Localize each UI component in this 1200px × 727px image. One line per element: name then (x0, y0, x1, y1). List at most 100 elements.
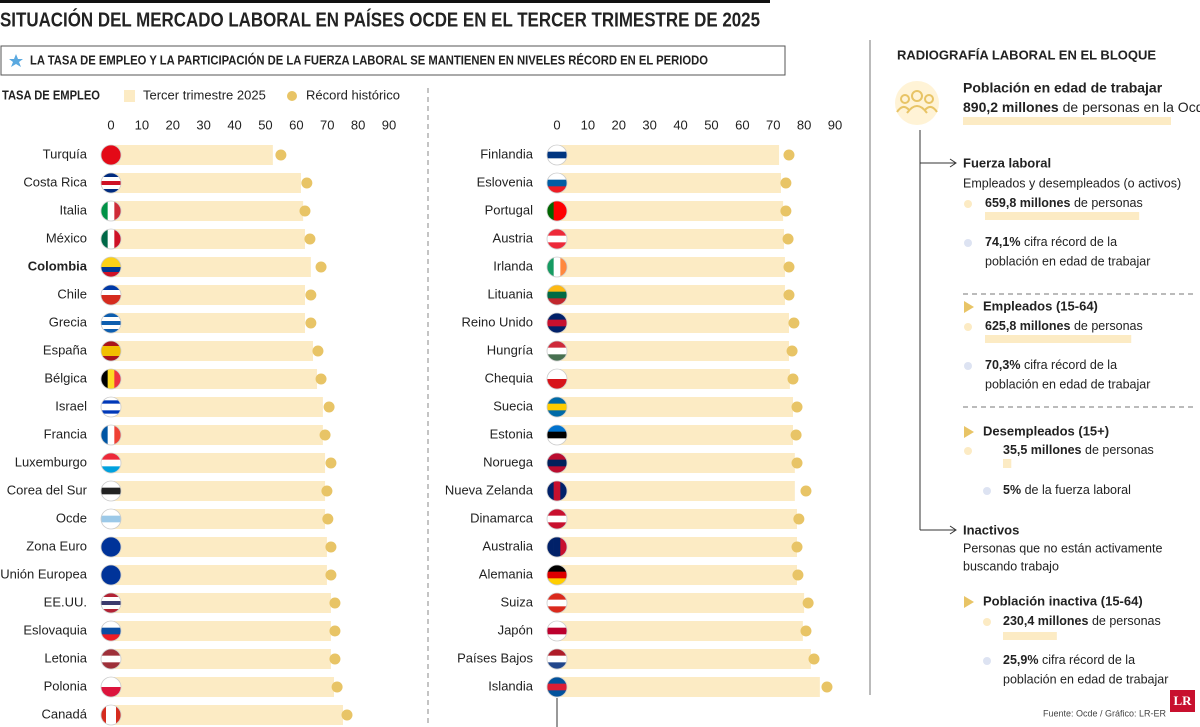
record-dot (329, 625, 341, 637)
flag-stripe (101, 687, 121, 697)
flag-stripe (111, 705, 117, 725)
bullet (964, 362, 972, 370)
bar (111, 565, 327, 585)
panel-heading: Desempleados (15+) (983, 423, 1109, 438)
flag-stripe (114, 229, 121, 249)
category-label: Japón (498, 622, 533, 637)
legend-swatch (124, 90, 135, 102)
flag-stripe (101, 173, 121, 178)
category-label: Irlanda (493, 258, 534, 273)
record-dot (305, 289, 317, 301)
legend-label: Tercer trimestre 2025 (143, 87, 266, 102)
title: SITUACIÓN DEL MERCADO LABORAL EN PAÍSES … (0, 7, 760, 31)
flag-ring (100, 424, 122, 446)
category-label: Lituania (487, 286, 533, 301)
chart-title: TASA DE EMPLEO (2, 87, 100, 102)
flag-stripe (547, 229, 567, 236)
panel-text: 890,2 millones de personas en la Ocde (963, 99, 1200, 115)
x-tick-label: 60 (289, 117, 303, 132)
record-dot (783, 289, 795, 301)
flag-stripe (101, 634, 121, 641)
flag-ring (546, 508, 568, 530)
record-dot (792, 569, 804, 581)
flag-stripe (547, 459, 567, 467)
x-tick-label: 40 (227, 117, 241, 132)
flag-ring (546, 452, 568, 474)
bullet (964, 323, 972, 331)
flag-stripe (547, 515, 567, 523)
bar (557, 649, 811, 669)
bullet (983, 487, 991, 495)
bar (111, 677, 335, 697)
category-label: Islandia (488, 678, 534, 693)
record-dot (790, 429, 802, 441)
x-tick-label: 90 (382, 117, 396, 132)
category-label: Alemania (479, 566, 534, 581)
flag-ring (100, 144, 122, 166)
category-label: Hungría (487, 342, 534, 357)
flag-stripe (547, 285, 567, 292)
flag-stripe (560, 201, 567, 221)
flag-stripe (101, 413, 121, 417)
flag-stripe (560, 537, 567, 557)
bar (557, 341, 789, 361)
flag-stripe (547, 571, 567, 579)
flag (101, 145, 121, 165)
flag-stripe (101, 185, 121, 190)
flag-stripe (101, 453, 121, 460)
flag-stripe (547, 438, 567, 445)
record-dot (787, 373, 799, 385)
flag-stripe (101, 466, 121, 473)
panel: RADIOGRAFÍA LABORAL EN EL BLOQUE Poblaci… (895, 47, 1200, 686)
record-dot (319, 429, 331, 441)
bar (111, 285, 305, 305)
flag (101, 425, 121, 445)
category-label: Finlandia (480, 146, 534, 161)
flag (101, 565, 121, 585)
x-tick-label: 0 (553, 117, 560, 132)
star-icon (9, 54, 23, 67)
flag-stripe (101, 621, 121, 628)
panel-text: 625,8 millones de personas (985, 319, 1143, 333)
flag-stripe (547, 690, 567, 697)
x-tick-label: 20 (166, 117, 180, 132)
flag (101, 621, 121, 641)
flag-stripe (107, 201, 115, 221)
flag-stripe (547, 341, 567, 348)
flag-ring (546, 536, 568, 558)
flag-ring (546, 368, 568, 390)
flag-stripe (101, 313, 121, 318)
bar (557, 621, 803, 641)
category-label: Reino Unido (461, 314, 533, 329)
record-dot (821, 681, 833, 693)
panel-bar (985, 212, 1140, 220)
flag-stripe (101, 145, 121, 165)
flag-ring (100, 368, 122, 390)
category-label: Suiza (500, 594, 533, 609)
panel-heading: Fuerza laboral (963, 155, 1051, 170)
panel-text: 659,8 millones de personas (985, 196, 1143, 210)
bar (111, 705, 343, 725)
flag (547, 453, 567, 473)
bar (557, 453, 795, 473)
bullet (983, 618, 991, 626)
flag-ring (100, 676, 122, 698)
record-dot (782, 233, 794, 245)
category-label: Noruega (483, 454, 534, 469)
panel-text: buscando trabajo (963, 559, 1059, 573)
triangle (964, 426, 974, 438)
category-label: Grecia (49, 314, 88, 329)
bar (557, 229, 785, 249)
flag-ring (546, 564, 568, 586)
x-tick-label: 80 (797, 117, 811, 132)
record-dot (786, 345, 798, 357)
category-label: México (46, 230, 87, 245)
flag-stripe (547, 578, 567, 585)
category-label: Francia (44, 426, 88, 441)
flag-ring (100, 340, 122, 362)
bullet (964, 239, 972, 247)
record-dot (315, 373, 327, 385)
x-tick-label: 70 (766, 117, 780, 132)
flag-stripe (547, 599, 567, 607)
record-dot (341, 709, 353, 721)
